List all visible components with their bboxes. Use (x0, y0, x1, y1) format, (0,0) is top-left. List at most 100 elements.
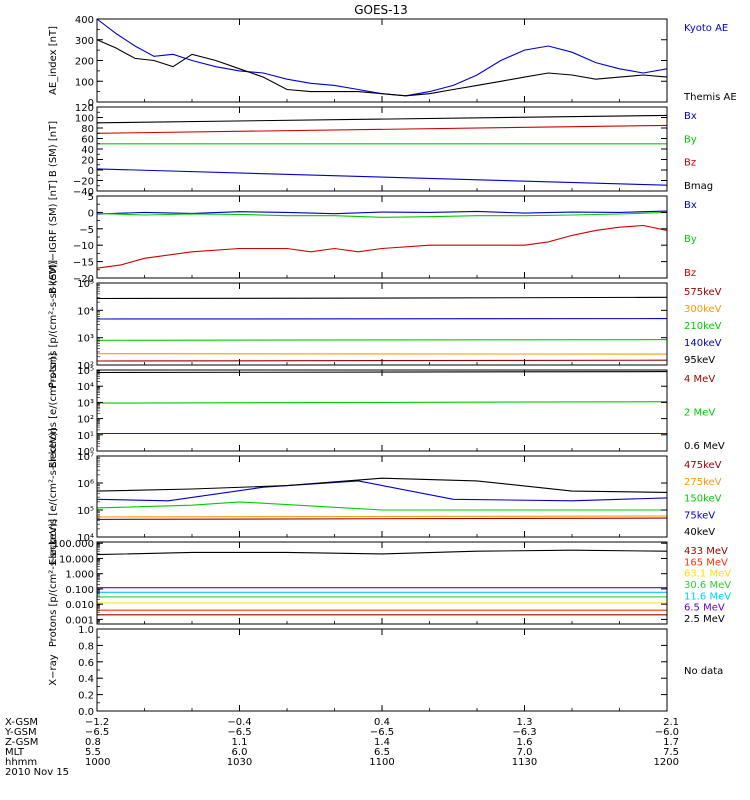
legend-entry: 4 MeV (684, 374, 715, 385)
panel-frame (96, 195, 668, 279)
legend-entry: 63.1 MeV (684, 569, 731, 580)
legend-entry: 2 MeV (684, 408, 715, 419)
x-row-value: 1100 (369, 757, 394, 768)
y-tick-label: 100 (75, 114, 94, 125)
y-tick-label: −20 (73, 274, 94, 285)
x-row-value: 1.6 (517, 737, 533, 748)
x-row-value: 0.8 (85, 737, 101, 748)
y-tick-label: 0.0 (78, 707, 94, 718)
series-line-bx (96, 210, 668, 215)
y-tick-label: 1.0 (78, 625, 94, 636)
no-data-note: No data (684, 666, 723, 677)
x-row-label: Y-GSM (4, 727, 37, 738)
x-row-value: 1200 (654, 757, 679, 768)
y-tick-label: 0.010 (65, 600, 94, 611)
panel-5: 4 MeV 2 MeV 0.6 MeV 10⁰ 10¹ 10² 10³ 10⁴ 10⁵ Elect… (48, 353, 725, 469)
legend-entry: Bz (684, 268, 696, 279)
y-tick-label: 40 (81, 145, 94, 156)
y-tick-label: 200 (75, 57, 94, 68)
series-line-210kev (96, 339, 668, 341)
y-tick-label: 10³ (77, 334, 94, 345)
x-row-label: Z-GSM (5, 737, 38, 748)
y-axis-label: X−ray (48, 654, 59, 685)
x-row-value: −6.3 (512, 727, 536, 738)
legend-entry: Bz (684, 158, 696, 169)
y-tick-label: 10.000 (59, 554, 94, 565)
series-line-bmag (96, 114, 668, 124)
legend-entry: 275keV (684, 477, 722, 488)
y-tick-label: 10⁵ (77, 279, 94, 290)
y-tick-label: 80 (81, 124, 94, 135)
panel-6: 475keV 275keV 150keV 75keV 40keV 10⁴ 10⁵ 10⁶ 10⁷… (48, 428, 722, 565)
x-row-value: −6.0 (655, 727, 679, 738)
legend-entry: By (684, 234, 697, 245)
y-tick-label: 20 (81, 156, 94, 167)
y-tick-label: 0.8 (78, 641, 94, 652)
x-row-value: 1.1 (232, 737, 248, 748)
legend-entry: 6.5 MeV (684, 603, 725, 614)
series-line-75kev (96, 480, 668, 502)
legend-entry: 95keV (684, 355, 715, 366)
y-tick-label: 0.2 (78, 691, 94, 702)
series-line-95kev (96, 296, 668, 300)
series-line-bx (96, 168, 668, 186)
y-tick-label: −10 (73, 241, 94, 252)
chart-title: GOES-13 (354, 3, 408, 17)
y-tick-label: 100 (75, 77, 94, 88)
y-tick-label: 0 (88, 98, 94, 109)
x-axis-table: X-GSM −1.2 −0.4 0.4 1.3 2.1 Y-GSM −6.5 −6.5 −6.5 −… (4, 717, 679, 778)
y-tick-label: 10⁰ (77, 447, 94, 458)
x-row-value: 1.3 (517, 717, 533, 728)
panel-frame (96, 282, 668, 366)
series-line-150kev (96, 501, 667, 511)
y-tick-label: 10¹ (77, 431, 94, 442)
series-line-40kev (96, 477, 668, 493)
x-row-value: 7.0 (517, 747, 533, 758)
y-tick-label: 0.4 (78, 674, 94, 685)
y-tick-label: 120 (75, 103, 94, 114)
x-row-value: 6.5 (374, 747, 390, 758)
y-tick-label: 0 (88, 208, 94, 219)
legend-entry: 300keV (684, 304, 722, 315)
legend-entry: 140keV (684, 338, 722, 349)
legend-entry: 30.6 MeV (684, 580, 731, 591)
legend-entry: Themis AE (683, 92, 737, 103)
y-tick-label: 10⁷ (77, 452, 94, 463)
panel-4: 575keV 300keV 210keV 140keV 95keV 10² 10³ 10⁴ 10… (48, 260, 722, 388)
legend-entry: 475keV (684, 460, 722, 471)
y-axis-label: Electrons [e/(cm²-s-sr-keV)] (48, 428, 59, 565)
y-tick-label: 10⁴ (77, 306, 94, 317)
series-line-bz (96, 124, 668, 134)
y-tick-label: 0.100 (65, 585, 94, 596)
legend-entry: 165 MeV (684, 557, 728, 568)
date-label: 2010 Nov 15 (5, 767, 69, 778)
panel-3: Bx By Bz −20 −15 −10 −5 0 5 B (SM)−IGRF (SM) [nT] (48, 180, 697, 294)
x-row-value: 1.7 (663, 737, 679, 748)
series-line-by (96, 211, 668, 218)
panel-frame (96, 369, 668, 452)
panel-8: No data 0.0 0.2 0.4 0.6 0.8 1.0 X−ray (48, 625, 723, 718)
y-tick-label: 1.000 (65, 570, 94, 581)
legend-entry: Kyoto AE (684, 23, 728, 34)
y-tick-label: 10⁵ (77, 506, 94, 517)
y-tick-label: 10³ (77, 398, 94, 409)
y-tick-label: 300 (75, 36, 94, 47)
x-row-value: −6.5 (227, 727, 251, 738)
panel-frame (96, 628, 668, 712)
x-row-label: X-GSM (5, 717, 38, 728)
x-row-value: −0.4 (227, 717, 251, 728)
legend-entry: 75keV (684, 510, 715, 521)
x-row-value: −6.5 (85, 727, 109, 738)
y-tick-label: 10⁴ (77, 382, 94, 393)
x-row-label: MLT (5, 747, 25, 758)
y-axis-label: AE_index [nT] (48, 26, 59, 95)
x-row-value: 1.4 (374, 737, 390, 748)
legend-entry: 11.6 MeV (684, 591, 731, 602)
x-row-value: 5.5 (85, 747, 101, 758)
panel-frame (96, 455, 668, 538)
legend-entry: Bx (684, 111, 697, 122)
y-tick-label: 0.001 (65, 615, 94, 626)
